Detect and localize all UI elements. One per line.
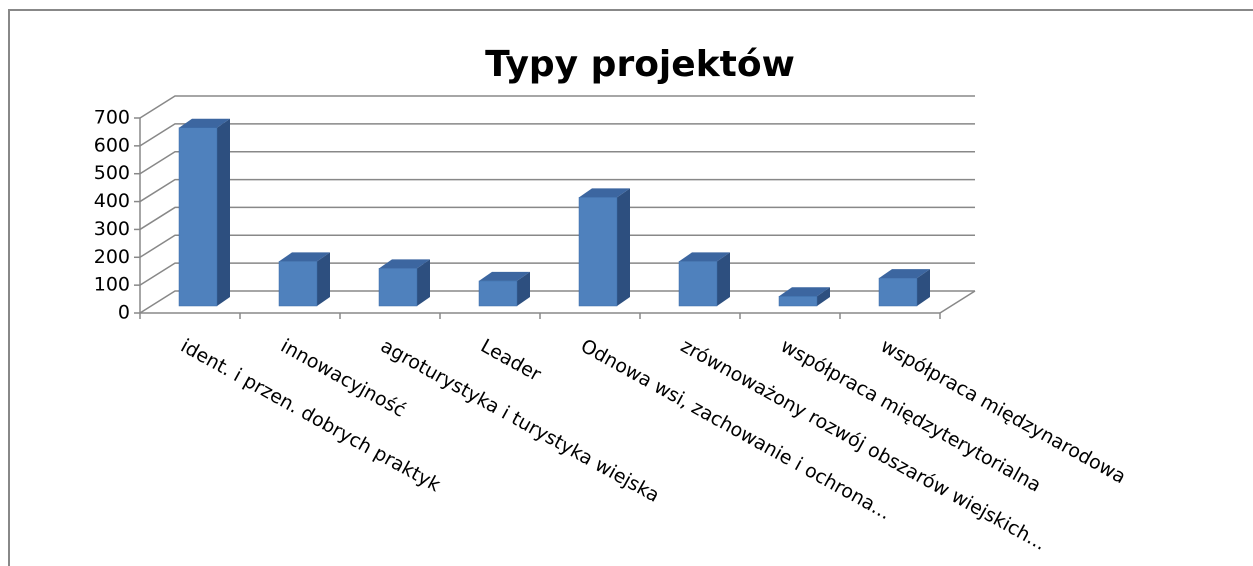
bar xyxy=(778,287,830,307)
bar-side xyxy=(717,252,730,306)
bar-front xyxy=(878,277,918,307)
bar-top xyxy=(279,252,330,262)
bar-side xyxy=(917,269,930,306)
y-tick-label: 600 xyxy=(94,134,130,156)
bar-front xyxy=(278,261,318,307)
grid-line xyxy=(139,234,975,258)
y-tick-label: 700 xyxy=(94,107,130,129)
bar xyxy=(278,252,330,307)
y-tick-label: 200 xyxy=(94,246,130,268)
bar-side xyxy=(317,252,330,306)
bar-top xyxy=(679,252,730,262)
grid-line xyxy=(139,290,975,314)
bar xyxy=(478,271,530,307)
bar-side xyxy=(817,287,830,306)
bar xyxy=(678,252,730,307)
y-tick-label: 0 xyxy=(118,302,130,324)
grid-line xyxy=(139,178,975,203)
bar xyxy=(178,118,230,307)
bar-top xyxy=(879,269,930,279)
bar xyxy=(378,259,430,307)
grid-line xyxy=(139,206,975,231)
bar-front xyxy=(678,261,718,307)
y-tick-label: 100 xyxy=(94,274,130,296)
y-tick-label: 300 xyxy=(94,218,130,240)
grid-line xyxy=(139,123,975,147)
bar-top xyxy=(379,259,430,269)
bar-top xyxy=(579,188,630,198)
bar-front xyxy=(478,280,518,307)
bar-side xyxy=(517,271,530,306)
bar-top xyxy=(479,271,530,281)
bar-side xyxy=(417,259,430,306)
x-tick-label: zrównoważony rozwój obszarów wiejskich..… xyxy=(677,335,1050,555)
grid-line xyxy=(139,262,975,286)
bar-top xyxy=(179,118,230,128)
chart-title: Typy projektów xyxy=(485,44,795,85)
bar xyxy=(878,269,930,307)
bar-front xyxy=(578,197,618,307)
bar-front xyxy=(378,268,418,307)
bar-side xyxy=(217,118,230,306)
bar-top xyxy=(779,287,830,297)
y-tick-label: 500 xyxy=(94,162,130,184)
y-tick-label: 400 xyxy=(94,190,130,212)
grid-line xyxy=(139,95,975,119)
grid-line xyxy=(139,150,975,175)
floor-right xyxy=(939,290,976,314)
bar xyxy=(578,188,630,307)
bar-front xyxy=(778,296,818,307)
x-tick-label: Leader xyxy=(477,335,545,386)
bar-front xyxy=(178,127,218,307)
bar-side xyxy=(617,188,630,306)
